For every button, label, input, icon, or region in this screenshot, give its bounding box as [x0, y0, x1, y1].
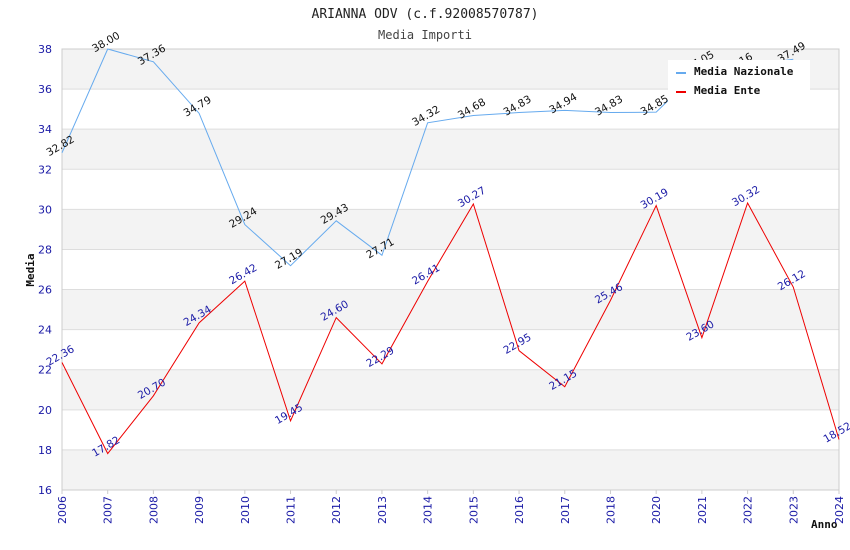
data-label-media-ente: 22.29 — [364, 345, 396, 370]
y-tick-label: 24 — [38, 324, 52, 337]
y-tick-label: 32 — [38, 163, 52, 176]
x-tick-label: 2008 — [147, 496, 160, 524]
x-axis-label: Anno — [811, 518, 838, 531]
x-tick-labels: 2006 2007 2008 2009 2010 2011 2012 2013 2014 2015… — [56, 496, 846, 524]
x-tick-label: 2011 — [285, 496, 298, 524]
y-tick-label: 26 — [38, 284, 52, 297]
data-label-media-nazionale: 34.68 — [456, 96, 488, 121]
x-tick-label: 2022 — [742, 496, 755, 524]
data-label-media-ente: 30.32 — [730, 184, 762, 209]
x-tick-label: 2009 — [193, 496, 206, 524]
x-tick-label: 2014 — [422, 496, 435, 524]
data-label-media-nazionale: 34.32 — [410, 103, 442, 128]
data-label-media-nazionale: 34.83 — [593, 93, 625, 118]
y-tick-label: 38 — [38, 43, 52, 56]
y-tick-label: 36 — [38, 83, 52, 96]
x-tick-label: 2024 — [833, 496, 846, 524]
x-tick-label: 2013 — [376, 496, 389, 524]
grid-lines — [61, 48, 840, 494]
y-tick-label: 30 — [38, 203, 52, 216]
x-tick-label: 2006 — [56, 496, 69, 524]
y-tick-label: 28 — [38, 243, 52, 256]
data-label-media-nazionale: 34.79 — [182, 94, 214, 119]
chart-subtitle: Media Importi — [378, 28, 472, 42]
data-label-media-nazionale: 34.94 — [547, 91, 579, 117]
x-tick-label: 2020 — [650, 496, 663, 524]
grid-band — [62, 449, 839, 490]
y-tick-label: 20 — [38, 404, 52, 417]
x-tick-label: 2007 — [102, 496, 115, 524]
grid-bands — [62, 49, 839, 490]
legend-box — [668, 60, 810, 102]
x-tick-label: 2018 — [604, 496, 617, 524]
plot-frame — [61, 48, 840, 491]
grid-band — [62, 129, 839, 170]
y-axis-label: Media — [24, 253, 37, 286]
x-tick-label: 2010 — [239, 496, 252, 524]
data-label-media-nazionale: 34.83 — [502, 93, 534, 118]
x-tick-label: 2012 — [330, 496, 343, 524]
data-label-media-ente: 26.42 — [227, 262, 259, 287]
legend: Media Nazionale Media Ente — [668, 60, 810, 102]
x-tick-label: 2016 — [513, 496, 526, 524]
x-tick-label: 2017 — [559, 496, 572, 524]
y-tick-label: 34 — [38, 123, 52, 136]
grid-band — [62, 369, 839, 410]
y-tick-labels: 16 18 20 22 24 26 28 30 32 34 36 38 — [38, 43, 52, 497]
x-tick-label: 2023 — [787, 496, 800, 524]
series-line-media-ente — [61, 201, 840, 455]
data-label-media-ente: 22.36 — [44, 343, 76, 369]
y-tick-label: 22 — [38, 364, 52, 377]
data-label-media-ente: 18.52 — [821, 420, 850, 445]
x-tick-label: 2021 — [696, 496, 709, 524]
y-tick-label: 18 — [38, 444, 52, 457]
chart-title: ARIANNA ODV (c.f.92008570787) — [312, 7, 539, 22]
legend-label-ente: Media Ente — [694, 84, 761, 97]
data-label-media-nazionale: 34.85 — [639, 93, 671, 118]
data-label-media-nazionale: 27.19 — [273, 246, 305, 271]
grid-band — [62, 289, 839, 330]
legend-label-nazionale: Media Nazionale — [694, 65, 794, 78]
data-label-media-ente: 22.95 — [502, 331, 534, 356]
x-tick-label: 2015 — [467, 496, 480, 524]
y-tick-label: 16 — [38, 484, 52, 497]
